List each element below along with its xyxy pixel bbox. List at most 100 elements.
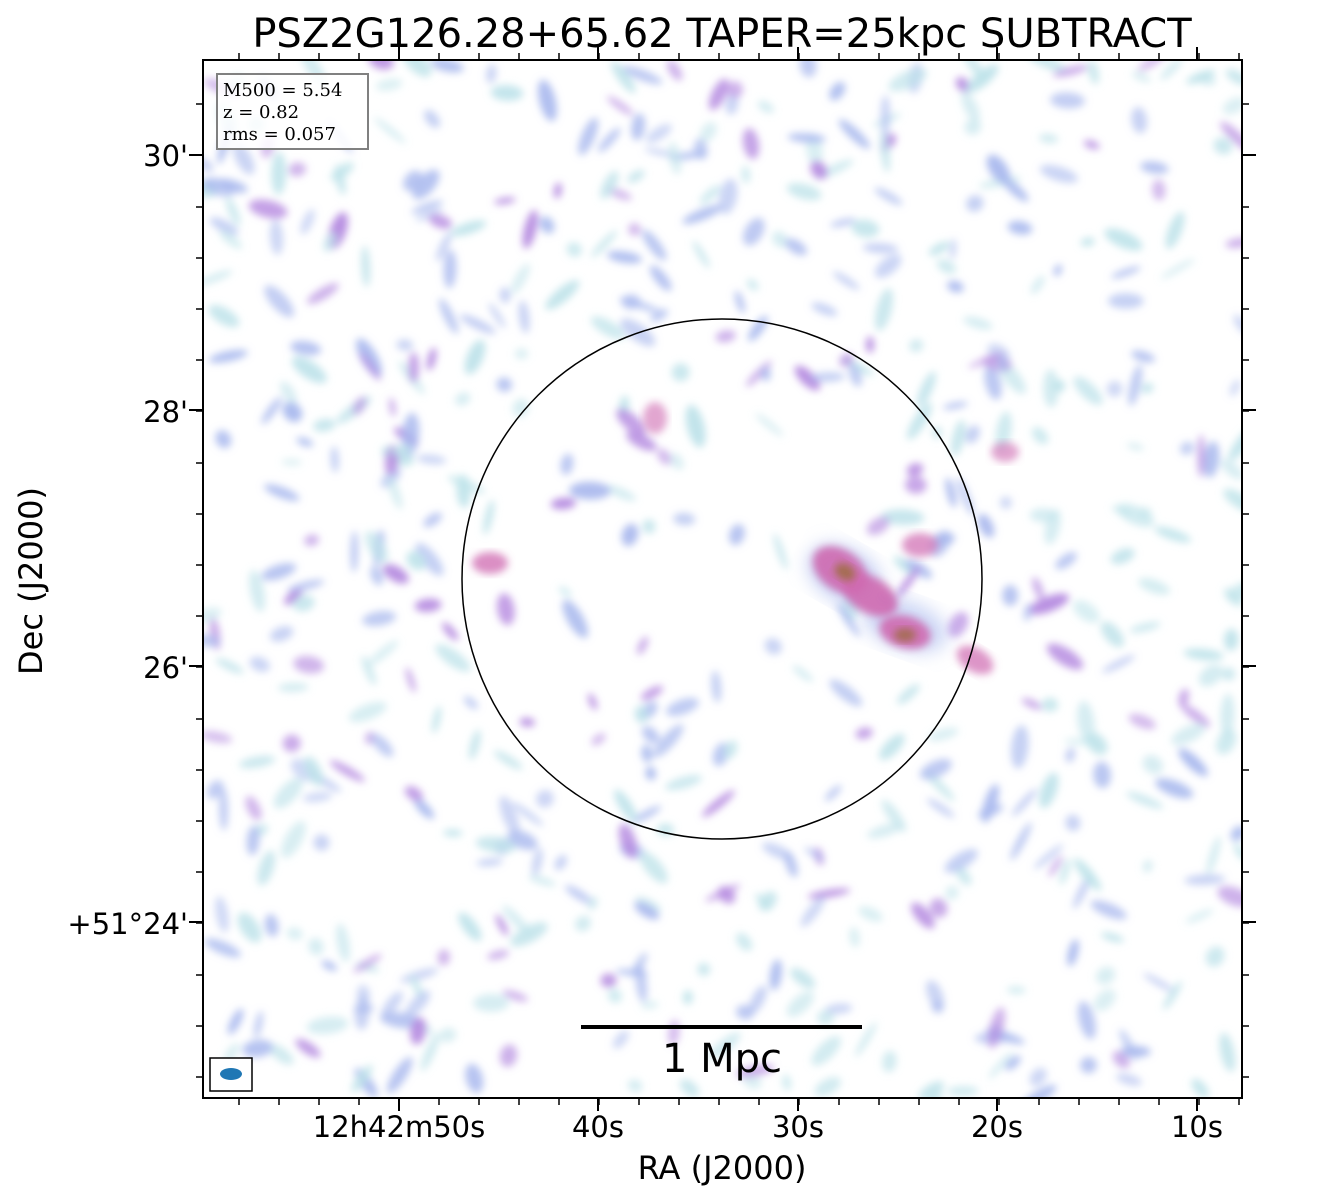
noise-blob	[1220, 459, 1242, 480]
noise-blob	[1213, 137, 1233, 155]
noise-blob	[426, 347, 437, 371]
noise-blob	[545, 280, 580, 310]
noise-blob	[290, 340, 322, 356]
noise-blob	[1191, 1078, 1209, 1098]
noise-blob	[786, 183, 822, 201]
noise-blob	[1185, 909, 1214, 924]
y-tick-label: +51°24'	[67, 907, 188, 941]
noise-blob	[245, 795, 262, 821]
noise-blob	[293, 655, 325, 674]
r500-circle	[461, 318, 983, 840]
noise-blob	[1225, 69, 1242, 85]
noise-blob	[203, 730, 233, 744]
noise-blob	[723, 740, 738, 759]
noise-blob	[352, 396, 367, 415]
noise-blob	[1131, 106, 1148, 134]
noise-blob	[734, 290, 746, 314]
noise-blob	[1007, 220, 1033, 235]
noise-blob	[829, 679, 863, 707]
noise-blob	[476, 858, 503, 867]
noise-blob	[254, 1010, 263, 1039]
noise-blob	[1055, 552, 1077, 570]
noise-blob	[1203, 441, 1220, 478]
noise-blob	[475, 836, 517, 853]
noise-blob	[420, 1033, 440, 1072]
noise-blob	[757, 100, 774, 114]
noise-blob	[1052, 64, 1089, 78]
noise-blob	[811, 1035, 842, 1066]
noise-blob	[264, 285, 295, 318]
noise-blob	[361, 655, 377, 686]
noise-blob	[936, 259, 957, 274]
noise-blob	[874, 288, 894, 331]
noise-blob	[735, 932, 753, 951]
noise-blob	[1129, 621, 1161, 633]
noise-blob	[1137, 60, 1168, 72]
noise-blob	[851, 219, 880, 238]
noise-blob	[374, 117, 406, 144]
noise-blob	[356, 984, 371, 1005]
noise-blob	[1126, 791, 1164, 809]
noise-blob	[306, 1016, 349, 1035]
noise-blob	[1030, 275, 1045, 295]
noise-blob	[642, 519, 656, 534]
noise-blob	[817, 1009, 835, 1026]
noise-blob	[219, 230, 243, 249]
noise-blobs	[203, 60, 1242, 1098]
noise-blob	[1104, 228, 1143, 251]
noise-blob	[693, 138, 708, 160]
noise-blob	[1073, 376, 1103, 406]
noise-blob	[888, 68, 928, 92]
noise-blob	[406, 551, 426, 571]
noise-blob	[665, 697, 699, 717]
noise-blob	[945, 885, 959, 900]
noise-blob	[929, 898, 948, 918]
noise-blob	[773, 533, 788, 570]
noise-blob	[381, 991, 403, 1018]
noise-blob	[1111, 266, 1141, 279]
noise-blob	[591, 230, 618, 258]
noise-blob	[1021, 698, 1043, 710]
noise-blob	[204, 938, 241, 958]
noise-blob	[423, 512, 443, 528]
noise-blob	[295, 1038, 321, 1058]
noise-blob	[1184, 874, 1226, 886]
noise-blob	[1039, 772, 1059, 809]
noise-blob	[367, 640, 399, 666]
noise-blob	[673, 512, 696, 526]
noise-blob	[836, 602, 861, 637]
noise-blob	[233, 142, 255, 175]
noise-blob	[405, 667, 416, 693]
noise-blob	[1155, 778, 1194, 799]
noise-blob	[947, 280, 964, 293]
noise-blob	[507, 830, 538, 851]
noise-blob	[1128, 364, 1143, 406]
noise-blob	[522, 209, 538, 249]
noise-blob	[824, 785, 842, 802]
noise-blob	[904, 476, 927, 494]
noise-blob	[249, 569, 266, 612]
noise-blob	[351, 1064, 373, 1093]
noise-blob	[468, 729, 481, 760]
noise-blob	[269, 219, 284, 255]
noise-blob	[621, 65, 663, 85]
noise-blob	[1165, 211, 1185, 250]
y-tick-label: 30'	[143, 139, 188, 173]
noise-blob	[459, 314, 496, 334]
emission-blob	[643, 402, 667, 434]
noise-blob	[605, 484, 637, 502]
noise-blob	[849, 926, 860, 948]
noise-blob	[945, 477, 957, 508]
noise-blob	[1064, 738, 1102, 746]
noise-blob	[762, 842, 793, 860]
noise-blob	[496, 593, 515, 626]
noise-blob	[794, 365, 821, 391]
noise-blob	[1101, 932, 1124, 943]
noise-blob	[308, 938, 324, 956]
noise-blob	[782, 1074, 792, 1091]
noise-blob	[1216, 729, 1237, 755]
noise-blob	[203, 607, 222, 623]
noise-blob	[1116, 503, 1155, 527]
noise-blob	[641, 744, 653, 763]
